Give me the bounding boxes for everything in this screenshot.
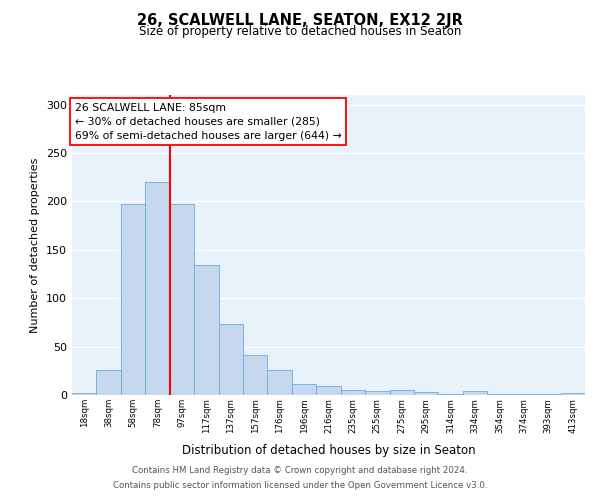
Bar	[243, 356, 268, 395]
Bar	[97, 370, 121, 395]
Bar	[292, 384, 316, 395]
Bar	[463, 391, 487, 395]
Bar	[439, 394, 463, 395]
Bar	[536, 394, 560, 395]
Bar	[487, 394, 512, 395]
Bar	[72, 393, 97, 395]
Bar	[414, 392, 439, 395]
Bar	[145, 182, 170, 395]
Bar	[389, 390, 414, 395]
Bar	[121, 204, 145, 395]
Bar	[341, 390, 365, 395]
Text: Contains HM Land Registry data © Crown copyright and database right 2024.: Contains HM Land Registry data © Crown c…	[132, 466, 468, 475]
Bar	[512, 394, 536, 395]
Bar	[170, 204, 194, 395]
Y-axis label: Number of detached properties: Number of detached properties	[31, 158, 40, 332]
Bar	[194, 266, 218, 395]
Bar	[218, 324, 243, 395]
Bar	[316, 386, 341, 395]
Text: 26 SCALWELL LANE: 85sqm
← 30% of detached houses are smaller (285)
69% of semi-d: 26 SCALWELL LANE: 85sqm ← 30% of detache…	[74, 102, 341, 141]
X-axis label: Distribution of detached houses by size in Seaton: Distribution of detached houses by size …	[182, 444, 475, 457]
Text: 26, SCALWELL LANE, SEATON, EX12 2JR: 26, SCALWELL LANE, SEATON, EX12 2JR	[137, 12, 463, 28]
Text: Contains public sector information licensed under the Open Government Licence v3: Contains public sector information licen…	[113, 481, 487, 490]
Bar	[268, 370, 292, 395]
Bar	[365, 391, 389, 395]
Text: Size of property relative to detached houses in Seaton: Size of property relative to detached ho…	[139, 25, 461, 38]
Bar	[560, 393, 585, 395]
